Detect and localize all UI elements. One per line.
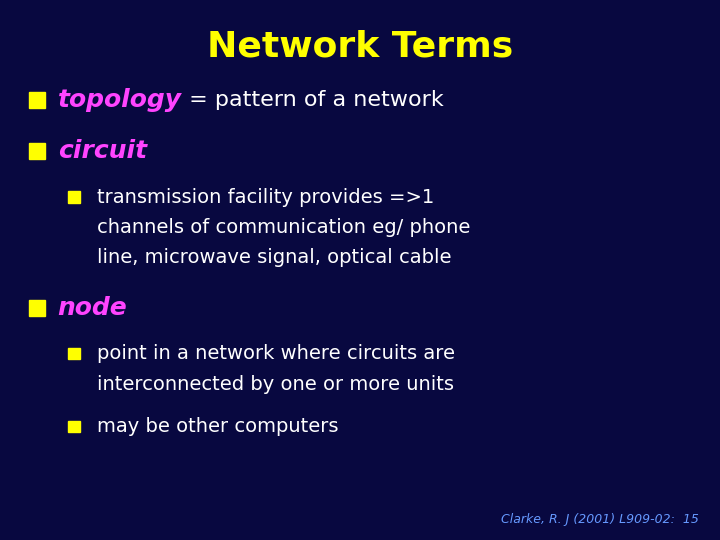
Bar — [29, 300, 45, 316]
Text: Network Terms: Network Terms — [207, 30, 513, 64]
Text: line, microwave signal, optical cable: line, microwave signal, optical cable — [97, 248, 451, 267]
Bar — [68, 348, 80, 360]
Text: may be other computers: may be other computers — [97, 417, 338, 436]
Text: circuit: circuit — [58, 139, 147, 163]
Text: Clarke, R. J (2001) L909-02:  15: Clarke, R. J (2001) L909-02: 15 — [500, 514, 698, 526]
Bar — [29, 92, 45, 108]
Text: topology: topology — [58, 88, 181, 112]
Text: = pattern of a network: = pattern of a network — [181, 90, 444, 110]
Bar — [29, 143, 45, 159]
Text: interconnected by one or more units: interconnected by one or more units — [97, 375, 454, 394]
Bar — [68, 421, 80, 433]
Text: node: node — [58, 296, 127, 320]
Text: transmission facility provides =>1: transmission facility provides =>1 — [97, 187, 434, 207]
Text: point in a network where circuits are: point in a network where circuits are — [97, 344, 455, 363]
Text: channels of communication eg/ phone: channels of communication eg/ phone — [97, 218, 471, 238]
Bar — [68, 191, 80, 203]
